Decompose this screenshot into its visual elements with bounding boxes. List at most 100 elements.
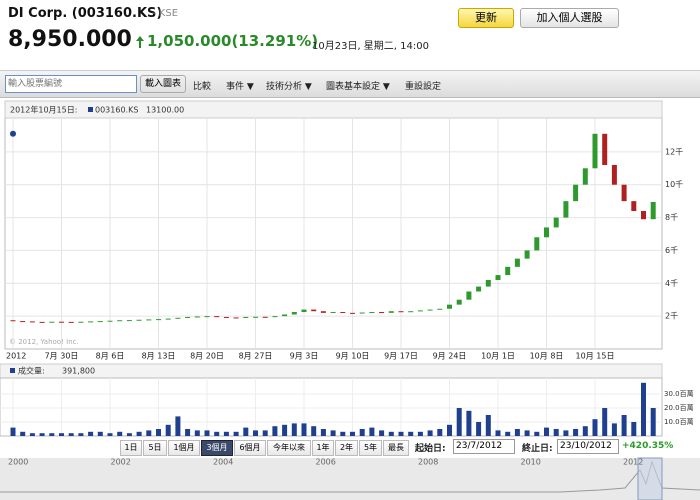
volume-bar [544,427,549,436]
x-tick-label: 9月 3日 [290,352,319,361]
candle [49,321,55,323]
symbol-input[interactable]: 輸入股票編號 [5,75,137,93]
volume-bar [447,424,452,436]
toolbar-item[interactable]: 比較 [193,82,212,92]
volume-bar [194,430,200,436]
end-date[interactable]: 23/10/2012 [557,439,619,454]
range-button[interactable]: 1個月 [168,440,200,456]
candle [97,321,103,323]
volume-bar [311,426,317,436]
candle [340,312,346,314]
candle [524,250,530,259]
candle [350,312,355,314]
range-button[interactable]: 3個月 [201,440,233,456]
candle [78,321,84,323]
navigator-year: 2002 [111,458,131,467]
navigator-year: 2010 [521,458,541,467]
range-button[interactable]: 2年 [335,440,358,456]
legend-strip [4,100,663,119]
legend-swatch [88,107,93,112]
range-button[interactable]: 5年 [359,440,382,456]
load-button[interactable]: 載入圖表 [140,75,186,93]
navigator-window[interactable] [637,457,663,500]
volume-bar [97,431,103,436]
refresh-button[interactable]: 更新 [458,8,514,28]
navigator-year: 2012 [623,458,643,467]
toolbar-item[interactable]: 技術分析 ▼ [266,82,312,92]
x-tick-label: 8月 27日 [239,352,273,361]
volume-bar [107,433,113,436]
volume-strip [0,363,663,379]
plot-frame [4,100,663,350]
range-button[interactable]: 6個月 [234,440,266,456]
volume-bar [456,408,462,436]
up-arrow [136,36,144,48]
candle [214,316,220,318]
volume-bar [485,415,491,436]
volume-bar [563,430,569,436]
candle [156,319,161,321]
volume-bar [408,431,414,436]
datetime: 10月23日, 星期二, 14:00 [312,41,429,52]
y-tick-label: 30.0百萬 [664,389,694,398]
range-button[interactable]: 今年以來 [267,440,311,456]
volume-bar [650,408,656,436]
x-tick-label: 10月 8日 [530,352,564,361]
volume-bar [359,429,365,436]
volume-bar [592,419,598,436]
candle [582,168,588,185]
candle [476,286,482,292]
start-date[interactable]: 23/7/2012 [453,439,515,454]
y-tick-label: 10.0百萬 [664,417,694,426]
candle [311,309,317,312]
x-tick-label: 10月 15日 [576,352,615,361]
price: 8,950.000 [8,27,132,52]
volume-bar [88,431,94,436]
volume-bar [223,431,229,436]
volume-bar [78,433,84,436]
candle [379,312,385,314]
volume-bar [505,431,511,436]
range-button[interactable]: 5日 [143,440,167,456]
volume-bar [330,430,336,436]
candle [330,312,336,314]
candle [408,311,414,313]
range-button[interactable]: 最長 [383,440,409,456]
volume-bar [369,427,375,436]
candle [544,227,549,238]
candle [39,321,45,323]
add-portfolio-button[interactable]: 加入個人選股 [520,8,619,28]
candle [553,217,559,228]
volume-bar [340,431,346,436]
volume-bar [214,431,220,436]
candle [427,309,433,311]
navigator-year: 2004 [213,458,233,467]
candle [563,201,569,218]
candle [272,316,278,318]
navigator-year: 2008 [418,458,438,467]
volume-bar [301,423,307,436]
candle [117,320,123,322]
volume-bar [10,427,16,436]
range-button[interactable]: 1年 [312,440,334,456]
watermark: © 2012, Yahoo! Inc. [9,338,79,346]
candle [417,310,423,312]
volume-bar [427,430,433,436]
return: +420.35% [622,441,674,451]
volume-bar [320,429,326,436]
x-tick-label: 8月 20日 [190,352,224,361]
volume-bar [165,424,171,436]
legend-date: 2012年10月15日: [10,105,77,115]
range-button[interactable]: 1日 [120,440,142,456]
candle [301,309,307,313]
toolbar-item[interactable]: 重設設定 [405,82,442,92]
toolbar-item[interactable]: 事件 ▼ [226,82,254,92]
toolbar-item[interactable]: 圖表基本設定 ▼ [326,82,390,92]
volume-bar [602,408,608,436]
volume-bar [621,415,627,436]
candle [437,308,443,310]
volume-bar [185,429,191,436]
x-tick-label: 2012 [6,352,26,361]
candle [262,316,268,318]
